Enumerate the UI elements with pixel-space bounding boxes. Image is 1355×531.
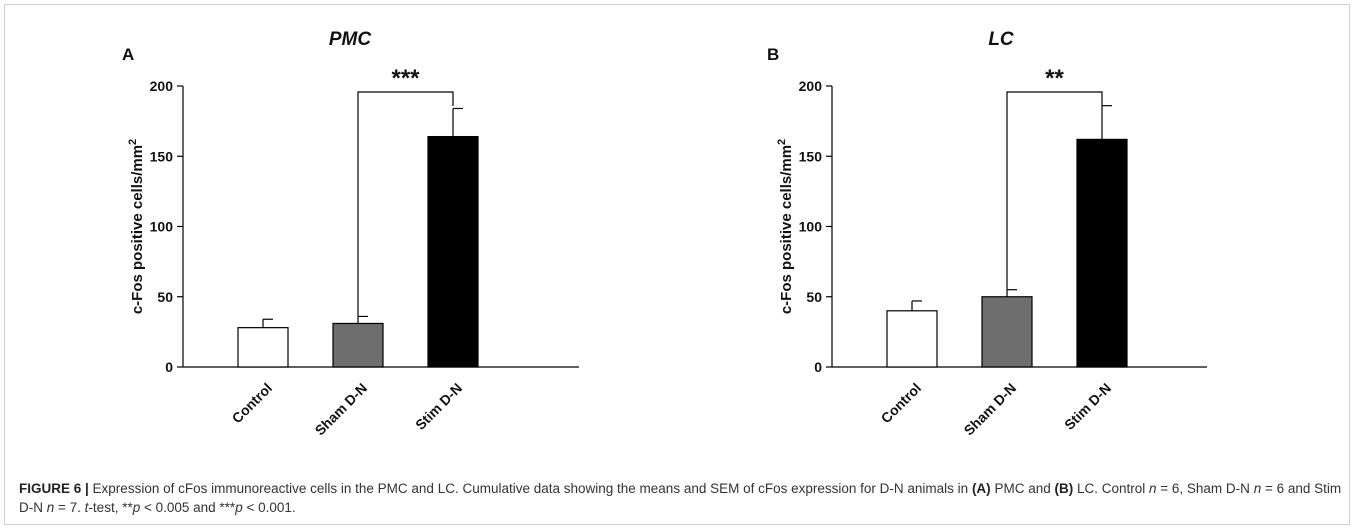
y-tick-label: 100 <box>150 219 174 235</box>
bar <box>1076 138 1128 368</box>
y-tick-label: 100 <box>799 219 823 235</box>
x-tick-label: Control <box>229 380 276 427</box>
panel-label: B <box>767 45 779 64</box>
significance-label: *** <box>391 65 420 92</box>
y-tick-label: 50 <box>806 289 822 305</box>
chart-title: LC <box>988 29 1014 50</box>
caption-figure-label: FIGURE 6 | <box>19 481 89 496</box>
y-axis-label: c-Fos positive cells/mm2 <box>127 139 146 314</box>
significance-label: ** <box>1045 65 1064 92</box>
bar <box>981 296 1033 368</box>
y-tick-label: 0 <box>814 359 822 375</box>
bar <box>237 327 289 368</box>
figure: A PMC 0 50 100 150 200 c-Fos positive cells/mm2… <box>4 4 1350 525</box>
chart-panel-b: B LC 0 50 100 150 200 c-Fos positive cells/mm2 C… <box>767 29 1207 438</box>
y-tick-label: 0 <box>165 359 173 375</box>
y-tick-label: 200 <box>799 78 823 94</box>
x-tick-label: Sham D-N <box>960 380 1019 439</box>
significance-bracket <box>1006 91 1103 290</box>
chart-title: PMC <box>329 29 372 50</box>
bar <box>332 322 384 368</box>
chart-area: A PMC 0 50 100 150 200 c-Fos positive cells/mm2… <box>122 29 1207 438</box>
x-tick-label: Stim D-N <box>1061 380 1114 433</box>
x-tick-label: Sham D-N <box>311 380 370 439</box>
figure-caption: FIGURE 6 | Expression of cFos immunoreac… <box>19 481 1342 515</box>
y-tick-label: 150 <box>799 148 823 164</box>
chart-panel-a: A PMC 0 50 100 150 200 c-Fos positive cells/mm2… <box>122 29 579 438</box>
x-tick-label: Control <box>878 380 925 427</box>
y-tick-label: 50 <box>157 289 173 305</box>
y-axis-label: c-Fos positive cells/mm2 <box>776 139 795 314</box>
bar <box>886 310 938 368</box>
y-tick-label: 150 <box>150 148 174 164</box>
bar <box>427 135 479 368</box>
y-tick-label: 200 <box>150 78 174 94</box>
panel-label: A <box>122 45 134 64</box>
significance-bracket <box>357 91 454 317</box>
x-tick-label: Stim D-N <box>412 380 465 433</box>
